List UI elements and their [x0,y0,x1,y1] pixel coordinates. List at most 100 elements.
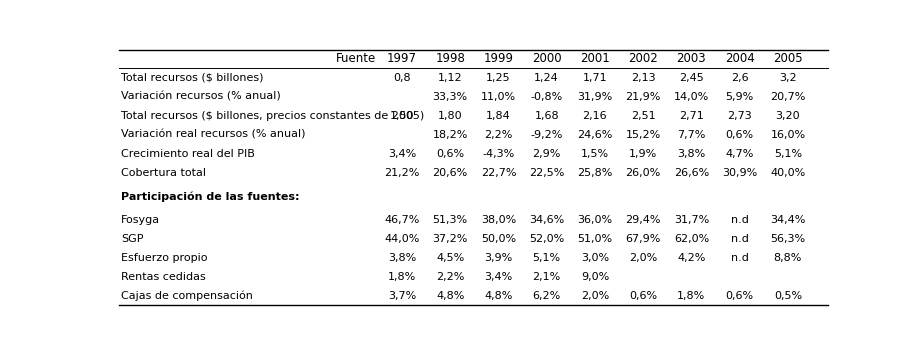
Text: 1,24: 1,24 [535,73,559,83]
Text: 0,6%: 0,6% [436,149,465,159]
Text: 2003: 2003 [677,53,706,65]
Text: 2,0%: 2,0% [581,291,609,301]
Text: 30,9%: 30,9% [722,168,757,177]
Text: Fuente: Fuente [337,53,376,65]
Text: Total recursos ($ billones, precios constantes de 2005): Total recursos ($ billones, precios cons… [121,111,424,121]
Text: 44,0%: 44,0% [384,234,420,244]
Text: 0,6%: 0,6% [726,291,754,301]
Text: 14,0%: 14,0% [674,92,709,102]
Text: 56,3%: 56,3% [771,234,806,244]
Text: n.d: n.d [731,234,749,244]
Text: 2,13: 2,13 [631,73,656,83]
Text: 5,9%: 5,9% [726,92,754,102]
Text: 31,7%: 31,7% [674,215,709,225]
Text: Variación recursos (% anual): Variación recursos (% anual) [121,92,280,102]
Text: 1,12: 1,12 [438,73,463,83]
Text: 18,2%: 18,2% [432,130,467,140]
Text: 2,0%: 2,0% [629,253,657,263]
Text: 2,73: 2,73 [727,111,752,121]
Text: 20,6%: 20,6% [432,168,467,177]
Text: 3,7%: 3,7% [388,291,416,301]
Text: Participación de las fuentes:: Participación de las fuentes: [121,191,300,202]
Text: 0,6%: 0,6% [726,130,754,140]
Text: 9,0%: 9,0% [581,272,609,282]
Text: 2,71: 2,71 [680,111,703,121]
Text: 11,0%: 11,0% [481,92,516,102]
Text: 2,2%: 2,2% [436,272,465,282]
Text: 1,68: 1,68 [535,111,559,121]
Text: 50,0%: 50,0% [481,234,516,244]
Text: 20,7%: 20,7% [770,92,806,102]
Text: 1,5%: 1,5% [581,149,609,159]
Text: 26,6%: 26,6% [674,168,709,177]
Text: 2000: 2000 [532,53,561,65]
Text: 4,5%: 4,5% [436,253,465,263]
Text: Esfuerzo propio: Esfuerzo propio [121,253,207,263]
Text: 22,7%: 22,7% [480,168,516,177]
Text: 2,16: 2,16 [583,111,608,121]
Text: 21,9%: 21,9% [625,92,661,102]
Text: 3,4%: 3,4% [388,149,416,159]
Text: 22,5%: 22,5% [529,168,564,177]
Text: Variación real recursos (% anual): Variación real recursos (% anual) [121,130,305,140]
Text: 31,9%: 31,9% [577,92,612,102]
Text: 2,1%: 2,1% [533,272,561,282]
Text: 29,4%: 29,4% [625,215,661,225]
Text: n.d: n.d [731,215,749,225]
Text: 0,8: 0,8 [393,73,410,83]
Text: -4,3%: -4,3% [482,149,514,159]
Text: 1,80: 1,80 [438,111,463,121]
Text: 38,0%: 38,0% [480,215,516,225]
Text: 3,8%: 3,8% [388,253,416,263]
Text: 21,2%: 21,2% [384,168,420,177]
Text: 3,9%: 3,9% [484,253,513,263]
Text: SGP: SGP [121,234,144,244]
Text: 3,0%: 3,0% [581,253,609,263]
Text: -0,8%: -0,8% [530,92,562,102]
Text: Crecimiento real del PIB: Crecimiento real del PIB [121,149,254,159]
Text: 2001: 2001 [580,53,609,65]
Text: 2,45: 2,45 [680,73,703,83]
Text: 40,0%: 40,0% [770,168,806,177]
Text: 4,2%: 4,2% [678,253,705,263]
Text: 6,2%: 6,2% [533,291,561,301]
Text: 2,6: 2,6 [731,73,749,83]
Text: Rentas cedidas: Rentas cedidas [121,272,206,282]
Text: Fosyga: Fosyga [121,215,160,225]
Text: 1,25: 1,25 [486,73,511,83]
Text: 4,8%: 4,8% [436,291,465,301]
Text: 2,9%: 2,9% [533,149,561,159]
Text: 5,1%: 5,1% [533,253,561,263]
Text: 46,7%: 46,7% [384,215,420,225]
Text: n.d: n.d [731,253,749,263]
Text: 3,2: 3,2 [779,73,797,83]
Text: 2,2%: 2,2% [484,130,513,140]
Text: 4,8%: 4,8% [484,291,513,301]
Text: 1,71: 1,71 [583,73,608,83]
Text: 34,4%: 34,4% [770,215,806,225]
Text: 2004: 2004 [725,53,754,65]
Text: 3,20: 3,20 [775,111,800,121]
Text: 3,4%: 3,4% [484,272,513,282]
Text: 2005: 2005 [774,53,803,65]
Text: 67,9%: 67,9% [625,234,661,244]
Text: 7,7%: 7,7% [678,130,705,140]
Text: 62,0%: 62,0% [674,234,709,244]
Text: 33,3%: 33,3% [432,92,467,102]
Text: 25,8%: 25,8% [577,168,612,177]
Text: 5,1%: 5,1% [774,149,802,159]
Text: 26,0%: 26,0% [625,168,661,177]
Text: Total recursos ($ billones): Total recursos ($ billones) [121,73,264,83]
Text: 34,6%: 34,6% [529,215,564,225]
Text: 15,2%: 15,2% [625,130,661,140]
Text: -9,2%: -9,2% [530,130,562,140]
Text: 1998: 1998 [435,53,465,65]
Text: 4,7%: 4,7% [726,149,754,159]
Text: 2002: 2002 [628,53,658,65]
Text: 2,51: 2,51 [631,111,656,121]
Text: 24,6%: 24,6% [577,130,612,140]
Text: 1999: 1999 [483,53,514,65]
Text: 16,0%: 16,0% [771,130,806,140]
Text: 52,0%: 52,0% [529,234,564,244]
Text: 37,2%: 37,2% [432,234,467,244]
